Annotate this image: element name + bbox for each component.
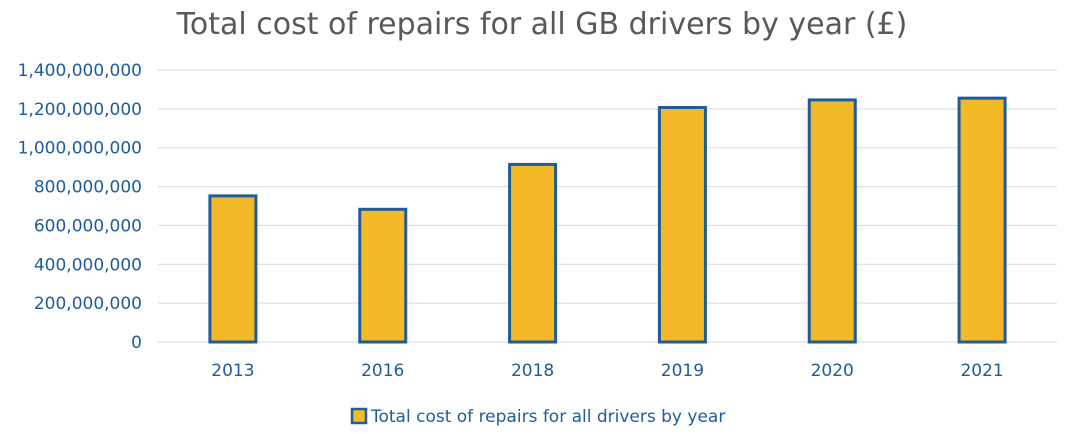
y-tick-label: 1,400,000,000 bbox=[18, 61, 142, 81]
bar-2018 bbox=[508, 162, 558, 344]
y-tick-label: 400,000,000 bbox=[34, 255, 142, 275]
y-tick-label: 1,200,000,000 bbox=[18, 100, 142, 120]
x-tick-label: 2013 bbox=[211, 361, 254, 381]
legend-swatch bbox=[350, 407, 368, 425]
legend: Total cost of repairs for all drivers by… bbox=[350, 407, 725, 427]
bars bbox=[208, 96, 1007, 344]
y-axis-tick-labels: 0 200,000,000 400,000,000 600,000,000 800,00… bbox=[18, 61, 142, 353]
x-axis-tick-labels: 2013 2016 2018 2019 2020 2021 bbox=[211, 361, 1003, 381]
x-tick-label: 2018 bbox=[511, 361, 554, 381]
bar-2021 bbox=[957, 96, 1007, 344]
gridlines bbox=[158, 69, 1057, 343]
x-tick-label: 2020 bbox=[811, 361, 854, 381]
chart-title: Total cost of repairs for all GB drivers… bbox=[176, 7, 908, 42]
y-tick-label: 0 bbox=[131, 333, 142, 353]
x-tick-label: 2021 bbox=[960, 361, 1003, 381]
x-tick-label: 2019 bbox=[661, 361, 704, 381]
y-tick-label: 200,000,000 bbox=[34, 294, 142, 314]
y-tick-label: 600,000,000 bbox=[34, 216, 142, 236]
legend-label: Total cost of repairs for all drivers by… bbox=[370, 407, 725, 427]
x-tick-label: 2016 bbox=[361, 361, 404, 381]
y-tick-label: 1,000,000,000 bbox=[18, 139, 142, 159]
bar-2013 bbox=[208, 194, 258, 344]
y-tick-label: 800,000,000 bbox=[34, 178, 142, 198]
bar-2016 bbox=[358, 207, 408, 344]
bar-2019 bbox=[657, 105, 707, 344]
bar-2020 bbox=[807, 98, 857, 344]
